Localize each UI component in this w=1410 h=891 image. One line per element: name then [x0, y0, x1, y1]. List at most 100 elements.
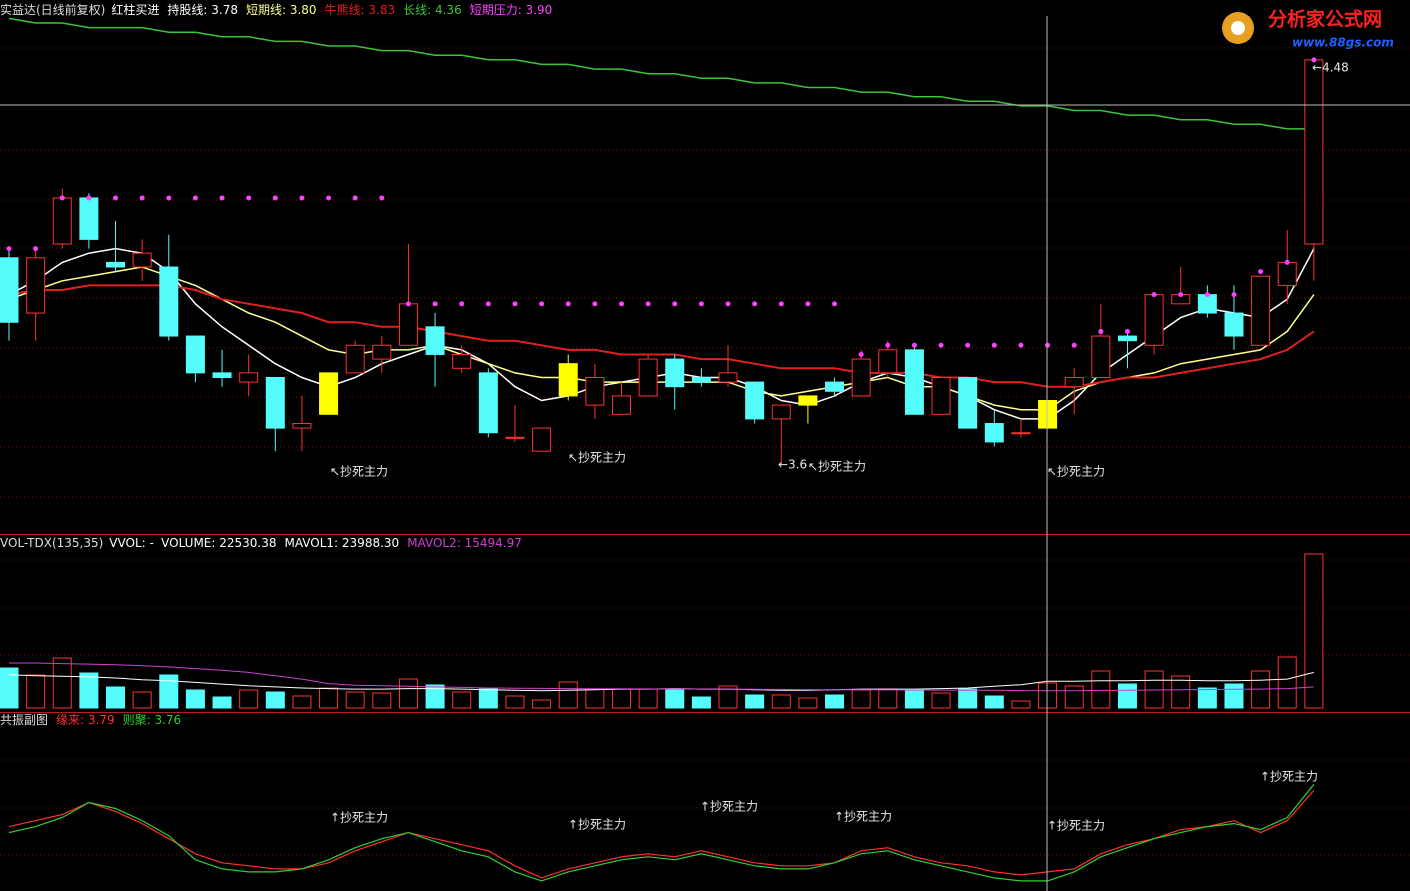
candle-body — [532, 427, 552, 452]
pressure-dot — [1178, 292, 1184, 298]
candle-body — [691, 376, 711, 383]
volume-bar — [851, 689, 871, 709]
candle-body — [1304, 59, 1324, 245]
candle-body — [1038, 400, 1058, 429]
candle-body — [505, 436, 525, 439]
volume-bar — [611, 688, 631, 709]
volume-bar — [1171, 675, 1191, 709]
plot: ↖抄死主力↖抄死主力 ←3.6 ↖抄死主力 ↖抄死主力←4.48↑抄死主力 ↑抄死主力↑… — [0, 17, 1349, 882]
pressure-dot — [885, 342, 891, 348]
pressure-dot — [965, 342, 971, 348]
pressure-dot — [6, 246, 12, 252]
candle-body — [398, 303, 418, 346]
candle-body — [825, 381, 845, 392]
pressure-dot — [33, 246, 39, 252]
volume-bar — [398, 678, 418, 709]
pressure-dot — [86, 195, 92, 201]
line-series — [8, 17, 1314, 130]
candle-body — [372, 344, 392, 360]
volume-bar — [292, 695, 312, 709]
volume-bar — [425, 684, 445, 709]
pressure-dot — [219, 195, 225, 201]
pressure-dot — [1071, 342, 1077, 348]
volume-bar — [159, 674, 179, 709]
header-item: MAVOL1: 23988.30 — [285, 536, 400, 550]
candle-body — [798, 395, 818, 406]
pressure-dot — [113, 195, 119, 201]
annotation: ↑抄死主力 — [568, 818, 626, 832]
volume-bar — [532, 699, 552, 709]
header-item: 短期压力: 3.90 — [470, 3, 553, 17]
candle-body — [425, 326, 445, 355]
pressure-dot — [246, 195, 252, 201]
candle-body — [611, 395, 631, 415]
pressure-dot — [938, 342, 944, 348]
pressure-dot — [645, 301, 651, 307]
candle-body — [1117, 335, 1137, 342]
candle-body — [159, 266, 179, 337]
volume-bar — [1038, 682, 1058, 709]
header-item: 缘来: 3.79 — [56, 713, 115, 727]
candle-body — [851, 358, 871, 397]
volume-bar — [79, 672, 99, 709]
volume-bar — [478, 688, 498, 709]
volume-bar — [558, 681, 578, 709]
annotation: ↖抄死主力 — [1047, 465, 1105, 479]
candle-body — [1091, 335, 1111, 378]
pressure-dot — [539, 301, 545, 307]
candle-body — [212, 372, 232, 378]
candle-body — [958, 376, 978, 429]
pressure-dot — [1231, 292, 1237, 298]
pressure-dot — [858, 351, 864, 357]
candle-body — [904, 349, 924, 415]
volume-bar — [319, 687, 339, 709]
pressure-dot — [1258, 269, 1264, 275]
candle-body — [185, 335, 205, 374]
pressure-dot — [139, 195, 145, 201]
pressure-dot — [352, 195, 358, 201]
pressure-dot — [59, 195, 65, 201]
header-item: VOL-TDX(135,35) — [0, 536, 103, 550]
volume-bar — [1197, 687, 1217, 709]
volume-bar — [212, 696, 232, 709]
volume-bar — [345, 691, 365, 709]
candle-body — [1197, 294, 1217, 314]
line-series — [8, 783, 1315, 882]
crosshair — [0, 16, 1410, 891]
pressure-dot — [1045, 342, 1051, 348]
grid — [0, 47, 1410, 856]
candle-body — [106, 261, 126, 268]
candle-body — [1277, 261, 1297, 286]
annotation: ↑抄死主力 — [330, 811, 388, 825]
line-series — [9, 662, 1314, 692]
candle-body — [478, 372, 498, 434]
candle-body — [52, 197, 72, 245]
volume-bar — [265, 691, 285, 709]
pressure-dot — [512, 301, 518, 307]
header-item: 持股线: 3.78 — [167, 2, 238, 17]
header-item: 红柱买进 — [111, 2, 159, 17]
volume-bar — [878, 688, 898, 709]
header-item: VOLUME: 22530.38 — [161, 536, 276, 550]
header-item: VVOL: - — [109, 536, 153, 550]
volume-bar — [1277, 656, 1297, 709]
header-item: 长线: 4.36 — [403, 3, 462, 17]
pressure-dot — [405, 301, 411, 307]
volume-bar — [1091, 670, 1111, 709]
annotation: ←3.6 — [778, 458, 807, 472]
volume-bar — [958, 688, 978, 709]
candle-body — [1011, 432, 1031, 435]
annotation: ↑抄死主力 — [700, 800, 758, 814]
header: 实益达(日线前复权) 红柱买进 持股线: 3.78 短期线: 3.80 牛熊线: 3.8… — [0, 2, 552, 17]
candle-body — [0, 257, 19, 323]
volume-bar — [745, 694, 765, 709]
header: VOL-TDX(135,35) VVOL: - VOLUME: 22530.38 MA… — [0, 536, 522, 550]
line-series — [8, 790, 1315, 879]
candle-body — [1251, 275, 1271, 346]
volume-bar — [239, 689, 259, 709]
pressure-dot — [485, 301, 491, 307]
logo-url: www.88gs.com — [1292, 36, 1394, 50]
pressure-dot — [1311, 57, 1317, 63]
